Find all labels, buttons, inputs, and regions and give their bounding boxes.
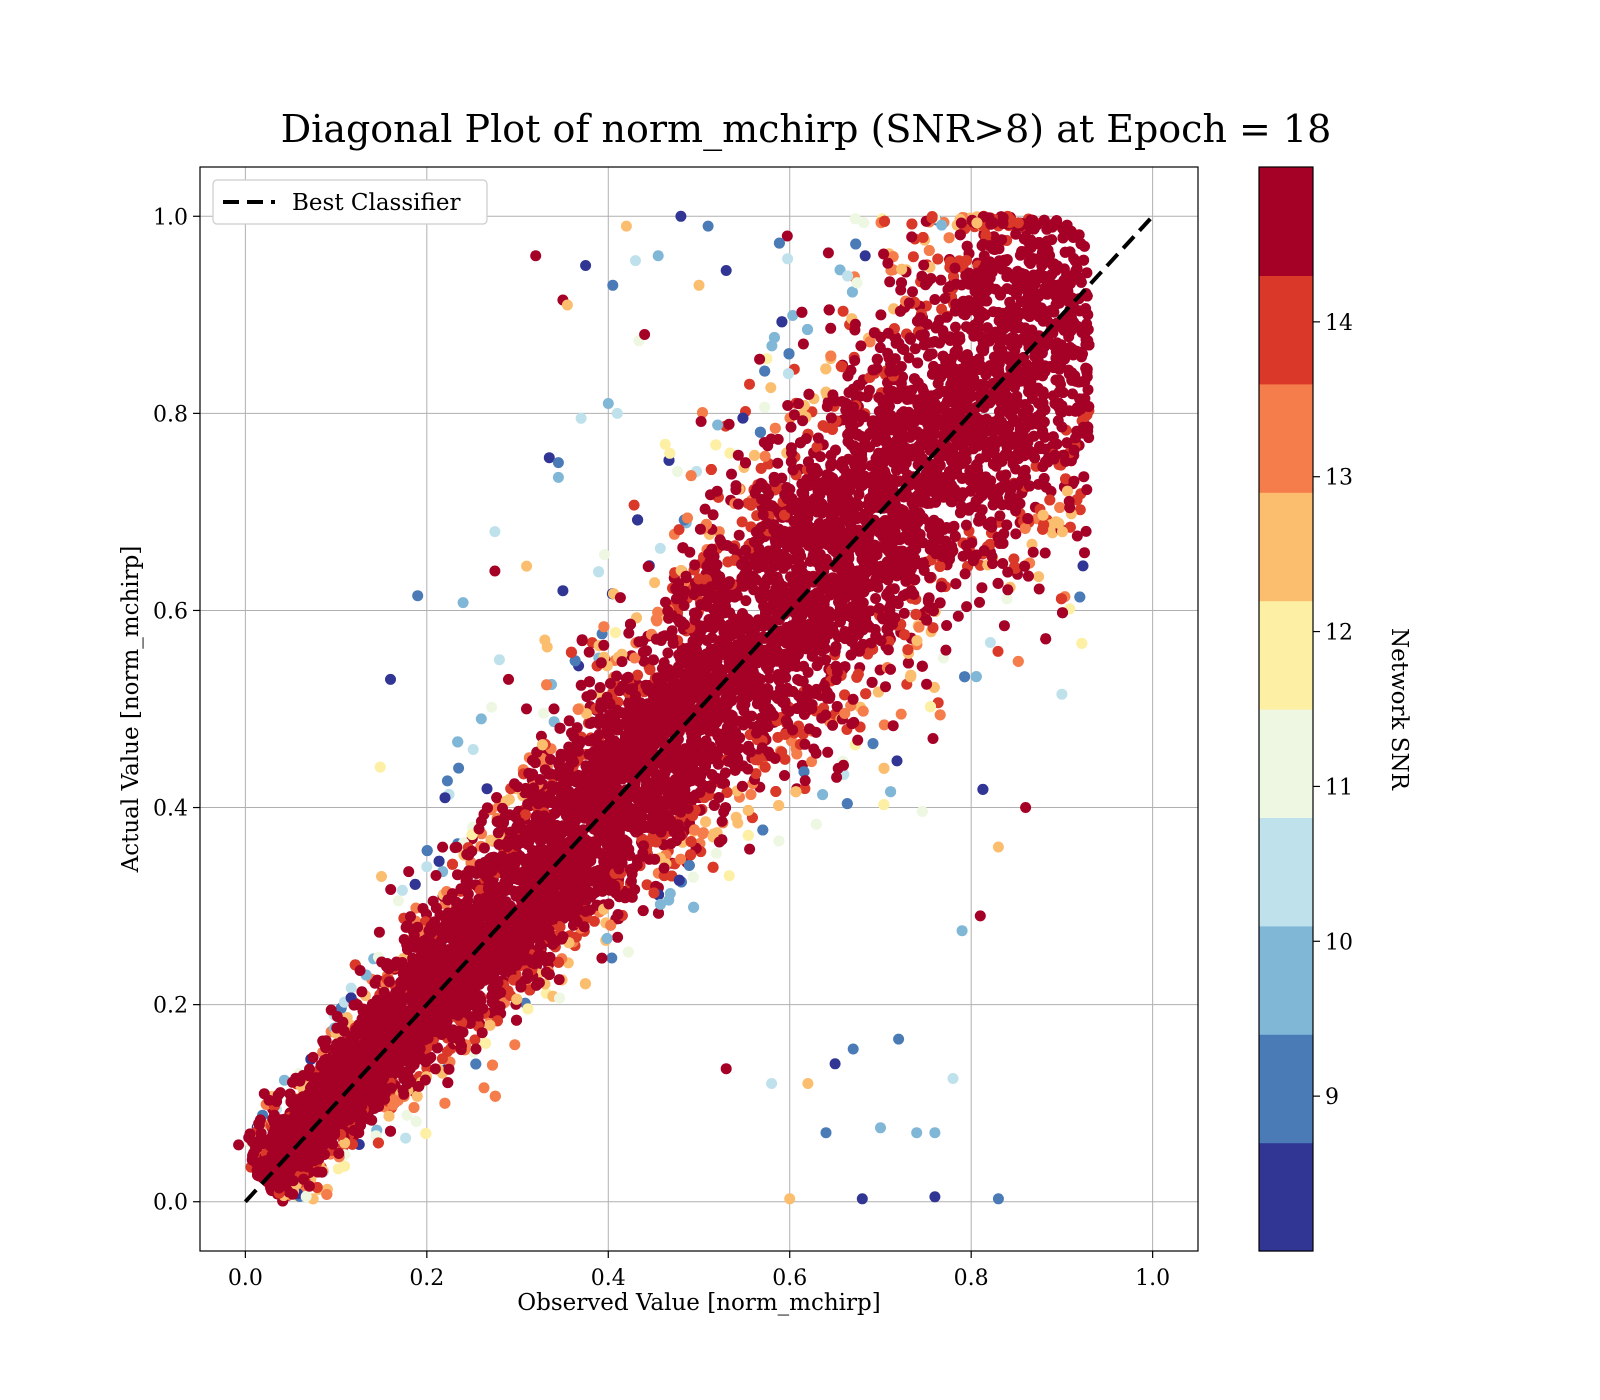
scatter-point [820, 654, 832, 666]
scatter-point [787, 310, 799, 321]
scatter-point [984, 637, 996, 648]
scatter-point [612, 931, 624, 943]
scatter-point [799, 783, 811, 795]
scatter-point [907, 286, 918, 298]
scatter-point [1077, 560, 1089, 572]
scatter-point [654, 542, 666, 554]
scatter-point [345, 982, 357, 994]
scatter-point [1081, 267, 1093, 279]
scatter-point [736, 516, 748, 528]
scatter-point [806, 756, 818, 768]
scatter-point [478, 1082, 490, 1094]
scatter-point [750, 768, 762, 780]
scatter-point [781, 230, 793, 242]
scatter-point [400, 1132, 412, 1144]
scatter-point [936, 303, 948, 315]
scatter-point [1074, 504, 1086, 516]
scatter-point [766, 340, 778, 352]
scatter-point [723, 870, 735, 882]
scatter-point [976, 582, 988, 594]
scatter-point [596, 952, 608, 964]
scatter-point [744, 378, 755, 390]
scatter-point [992, 645, 1004, 657]
scatter-point [822, 247, 834, 259]
scatter-point [509, 1039, 521, 1051]
scatter-point [817, 420, 829, 432]
scatter-point [874, 342, 886, 354]
scatter-point [467, 744, 479, 755]
scatter-point [606, 952, 618, 964]
scatter-point [392, 895, 404, 907]
scatter-point [887, 720, 899, 732]
scatter-point [436, 1053, 448, 1065]
scatter-point [998, 620, 1010, 632]
scatter-point [950, 321, 961, 333]
scatter-point [723, 418, 735, 430]
scatter-point [849, 213, 861, 225]
scatter-point [859, 250, 871, 262]
scatter-point [837, 305, 849, 317]
scatter-point [641, 879, 653, 891]
scatter-point [765, 382, 777, 394]
scatter-point [763, 672, 775, 684]
scatter-point [875, 309, 887, 321]
scatter-point [1040, 481, 1052, 493]
scatter-point [732, 817, 744, 829]
scatter-point [1010, 528, 1022, 540]
scatter-point [486, 701, 498, 713]
scatter-point [891, 755, 903, 767]
scatter-point [469, 1034, 481, 1046]
scatter-point [936, 219, 948, 231]
scatter-point [997, 558, 1009, 569]
scatter-point [1079, 547, 1090, 559]
scatter-point [628, 499, 640, 511]
scatter-point [960, 519, 972, 531]
scatter-point [538, 707, 550, 719]
chart-title: Diagonal Plot of norm_mchirp (SNR>8) at … [281, 107, 1332, 152]
scatter-point [895, 708, 907, 720]
scatter-point [710, 847, 722, 859]
scatter-point [1008, 553, 1020, 565]
scatter-point [927, 733, 939, 744]
scatter-point [1033, 571, 1045, 583]
scatter-point [782, 253, 794, 265]
scatter-point [659, 438, 671, 450]
scatter-density-band [233, 210, 1095, 1207]
scatter-point [599, 549, 610, 561]
scatter-point [878, 719, 890, 731]
scatter-point [697, 827, 709, 839]
scatter-point [870, 593, 882, 604]
scatter-point [782, 400, 794, 411]
scatter-point [632, 669, 644, 681]
scatter-point [673, 524, 685, 536]
scatter-point [396, 884, 408, 896]
scatter-point [570, 931, 582, 943]
scatter-point [797, 338, 809, 350]
scatter-point [638, 655, 650, 667]
scatter-point [1010, 228, 1022, 240]
scatter-point [907, 251, 919, 263]
scatter-point [712, 419, 724, 431]
scatter-point [481, 783, 493, 795]
scatter-point [664, 888, 676, 899]
scatter-point [441, 775, 453, 787]
scatter-point [834, 264, 846, 276]
scatter-point [401, 1109, 413, 1121]
scatter-point [649, 577, 661, 589]
